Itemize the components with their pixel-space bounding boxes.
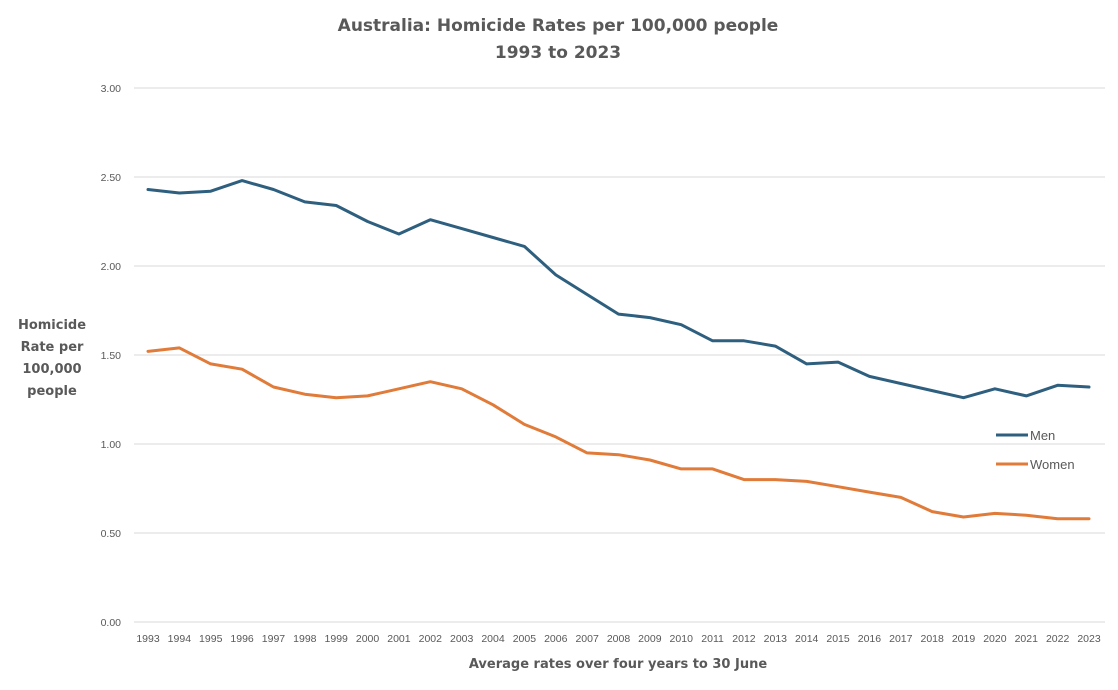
x-tick-label: 2007 — [575, 633, 599, 645]
x-tick-label: 2017 — [889, 633, 913, 645]
y-tick-label: 0.00 — [101, 617, 122, 629]
x-tick-label: 2023 — [1077, 633, 1101, 645]
series-line-women — [146, 346, 1091, 521]
y-axis-ticks: 0.00 0.50 1.00 1.50 2.00 2.50 3.00 — [101, 83, 122, 629]
y-tick-label: 1.50 — [101, 350, 122, 362]
y-tick-label: 1.00 — [101, 439, 122, 451]
x-tick-label: 1995 — [199, 633, 223, 645]
y-axis-title-line-4: people — [27, 384, 77, 399]
legend-item-men[interactable]: Men — [996, 428, 1055, 443]
y-tick-label: 2.50 — [101, 172, 122, 184]
x-tick-label: 2015 — [826, 633, 850, 645]
x-tick-label: 1993 — [136, 633, 160, 645]
y-tick-label: 3.00 — [101, 83, 122, 95]
y-axis-title-line-1: Homicide — [18, 318, 86, 333]
x-axis-ticks: 1993 1994 1995 1996 1997 1998 1999 2000 2001 2002… — [136, 633, 1101, 645]
x-tick-label: 2019 — [952, 633, 976, 645]
series — [146, 179, 1091, 521]
x-tick-label: 1998 — [293, 633, 317, 645]
x-tick-label: 2012 — [732, 633, 756, 645]
legend-label-men: Men — [1030, 428, 1055, 443]
x-tick-label: 2011 — [701, 633, 724, 645]
x-tick-label: 1999 — [325, 633, 349, 645]
x-tick-label: 2014 — [795, 633, 819, 645]
y-tick-label: 0.50 — [101, 528, 122, 540]
x-tick-label: 2010 — [670, 633, 694, 645]
x-tick-label: 2020 — [983, 633, 1007, 645]
x-tick-label: 2006 — [544, 633, 568, 645]
x-tick-label: 2005 — [513, 633, 537, 645]
x-tick-label: 2008 — [607, 633, 631, 645]
x-tick-label: 2000 — [356, 633, 380, 645]
x-axis-title: Average rates over four years to 30 June — [469, 657, 768, 672]
x-tick-label: 1997 — [262, 633, 286, 645]
x-tick-label: 2003 — [450, 633, 474, 645]
legend-label-women: Women — [1030, 457, 1075, 472]
x-tick-label: 2009 — [638, 633, 662, 645]
x-tick-label: 1996 — [230, 633, 254, 645]
gridlines — [134, 87, 1105, 623]
legend-item-women[interactable]: Women — [996, 457, 1075, 472]
y-axis-title-line-2: Rate per — [21, 340, 84, 355]
x-tick-label: 2001 — [387, 633, 411, 645]
y-axis-title-line-3: 100,000 — [22, 362, 81, 377]
y-tick-label: 2.00 — [101, 261, 122, 273]
legend: Men Women — [996, 428, 1075, 472]
chart-title: Australia: Homicide Rates per 100,000 pe… — [338, 16, 779, 36]
x-tick-label: 2004 — [481, 633, 505, 645]
x-tick-label: 2018 — [920, 633, 944, 645]
chart-subtitle: 1993 to 2023 — [495, 43, 621, 63]
x-tick-label: 2002 — [419, 633, 443, 645]
x-tick-label: 2013 — [764, 633, 788, 645]
x-tick-label: 2022 — [1046, 633, 1070, 645]
x-tick-label: 2016 — [858, 633, 882, 645]
x-tick-label: 1994 — [168, 633, 192, 645]
y-axis-title: Homicide Rate per 100,000 people — [18, 318, 86, 399]
x-tick-label: 2021 — [1015, 633, 1039, 645]
series-line-men — [146, 179, 1091, 400]
